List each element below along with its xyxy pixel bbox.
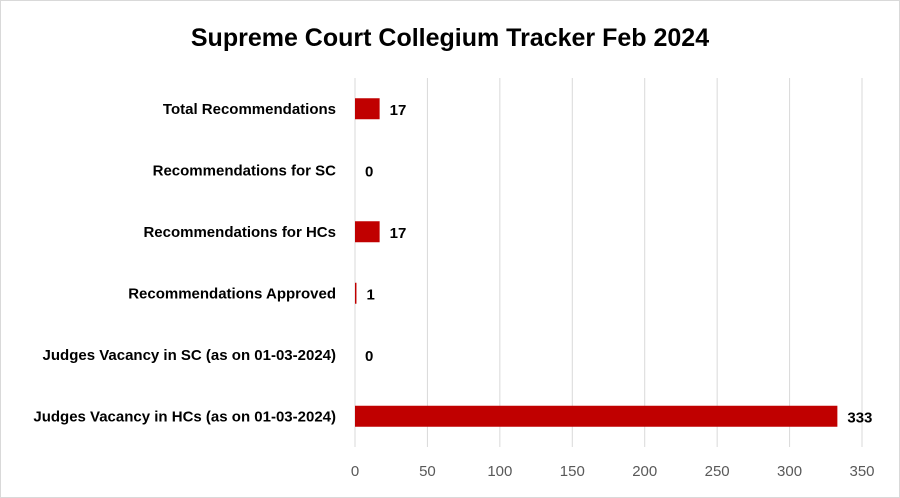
x-tick-label: 250 bbox=[705, 463, 730, 480]
data-label: 0 bbox=[365, 348, 373, 365]
x-tick-label: 350 bbox=[849, 463, 874, 480]
bar bbox=[355, 282, 357, 304]
data-label: 1 bbox=[366, 286, 374, 303]
category-label: Recommendations Approved bbox=[128, 285, 336, 302]
x-tick-label: 300 bbox=[777, 463, 802, 480]
category-labels: Total Recommendations Recommendations for… bbox=[33, 101, 336, 426]
x-tick-label: 100 bbox=[487, 463, 512, 480]
bars bbox=[355, 98, 838, 427]
bar bbox=[355, 98, 380, 120]
category-label: Judges Vacancy in HCs (as on 01-03-2024) bbox=[33, 408, 336, 425]
data-label: 17 bbox=[390, 102, 407, 119]
data-labels: 17 0 17 1 0 333 bbox=[365, 102, 872, 427]
bar bbox=[355, 405, 838, 427]
x-axis-tick-labels: 0 50 100 150 200 250 300 350 bbox=[351, 463, 875, 480]
category-label: Total Recommendations bbox=[163, 101, 336, 118]
data-label: 0 bbox=[365, 163, 373, 180]
gridlines bbox=[354, 78, 863, 447]
bar bbox=[355, 221, 380, 243]
data-label: 17 bbox=[390, 225, 407, 242]
data-label: 333 bbox=[847, 409, 872, 426]
x-tick-label: 200 bbox=[632, 463, 657, 480]
category-label: Recommendations for HCs bbox=[143, 224, 336, 241]
x-tick-label: 50 bbox=[419, 463, 436, 480]
x-tick-label: 150 bbox=[560, 463, 585, 480]
chart-title: Supreme Court Collegium Tracker Feb 2024 bbox=[191, 24, 709, 52]
x-tick-label: 0 bbox=[351, 463, 359, 480]
category-label: Recommendations for SC bbox=[153, 162, 337, 179]
category-label: Judges Vacancy in SC (as on 01-03-2024) bbox=[43, 347, 336, 364]
